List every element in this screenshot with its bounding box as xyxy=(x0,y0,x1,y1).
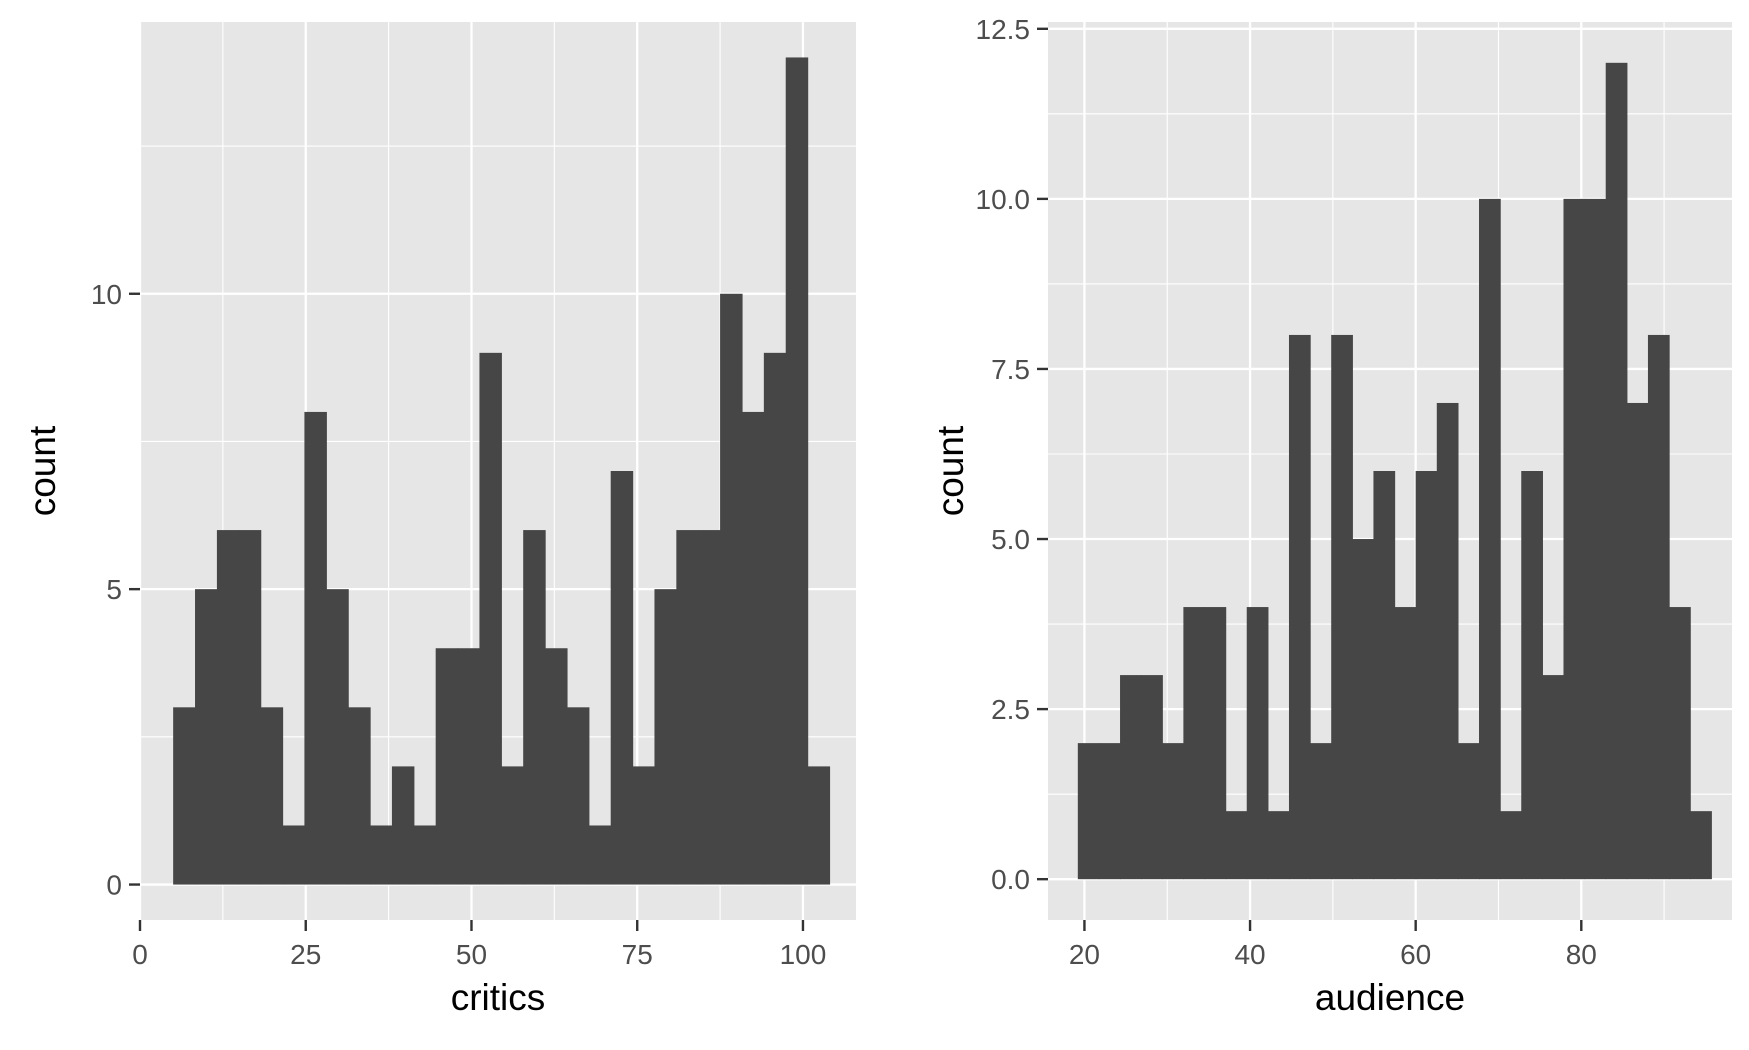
audience-bar xyxy=(1479,198,1501,880)
audience-bar xyxy=(1162,743,1184,880)
critics-bar xyxy=(523,530,546,885)
critics-y-tick-label: 5 xyxy=(106,574,122,605)
critics-bar xyxy=(785,57,809,885)
critics-bar xyxy=(698,530,721,885)
audience-bar xyxy=(1626,402,1649,880)
critics-x-tick-label: 100 xyxy=(780,939,827,970)
audience-x-tick-label: 40 xyxy=(1234,939,1265,970)
critics-bar xyxy=(216,530,240,885)
critics-bar xyxy=(610,471,634,885)
audience-bar xyxy=(1457,743,1480,880)
critics-bar xyxy=(282,825,306,885)
audience-bar xyxy=(1605,62,1628,880)
critics-bar xyxy=(566,707,590,885)
critics-x-tick-label: 0 xyxy=(132,939,148,970)
critics-bar xyxy=(807,766,831,885)
audience-y-tick-label: 10.0 xyxy=(976,184,1031,215)
audience-bar xyxy=(1141,675,1163,880)
critics-bar xyxy=(632,766,656,885)
audience-bar xyxy=(1394,607,1417,880)
critics-bar xyxy=(479,352,502,885)
critics-bar xyxy=(501,766,524,885)
critics-bar xyxy=(588,825,612,885)
audience-bar xyxy=(1204,607,1227,880)
critics-bar xyxy=(195,589,218,885)
critics-bar xyxy=(238,530,262,885)
critics-bar xyxy=(457,648,481,885)
audience-bar xyxy=(1077,743,1100,880)
audience-y-tick-label: 12.5 xyxy=(976,14,1031,45)
audience-bar xyxy=(1584,198,1607,880)
critics-bar xyxy=(370,825,393,885)
critics-bar xyxy=(720,293,743,885)
audience-bar xyxy=(1120,675,1142,880)
critics-bar xyxy=(326,589,349,885)
audience-histogram-panel: 0.0 2.5 5.0 7.5 10.0 12.5 20 40 60 80 audience coun… xyxy=(930,14,1732,1018)
critics-y-axis-title: count xyxy=(22,425,63,516)
critics-bar xyxy=(304,411,327,885)
audience-x-tick-label: 60 xyxy=(1400,939,1431,970)
critics-x-tick-label: 50 xyxy=(456,939,487,970)
critics-bar xyxy=(763,352,787,885)
audience-bar xyxy=(1331,334,1353,880)
critics-bar xyxy=(260,707,284,885)
audience-bar xyxy=(1183,607,1206,880)
audience-bar xyxy=(1267,811,1290,880)
critics-bar xyxy=(654,589,677,885)
audience-x-axis-title: audience xyxy=(1315,977,1465,1018)
audience-bar xyxy=(1225,811,1248,880)
audience-y-tick-label: 5.0 xyxy=(991,524,1030,555)
critics-y-tick-label: 10 xyxy=(91,279,122,310)
audience-bar xyxy=(1288,334,1311,880)
audience-bar xyxy=(1373,471,1396,880)
audience-bar xyxy=(1310,743,1332,880)
critics-bar xyxy=(545,648,568,885)
audience-y-axis-title: count xyxy=(930,425,971,516)
audience-bar xyxy=(1647,334,1670,880)
audience-y-tick-label: 2.5 xyxy=(991,694,1030,725)
audience-bar xyxy=(1563,198,1586,880)
audience-bar xyxy=(1436,402,1459,880)
audience-bar xyxy=(1352,539,1375,880)
audience-bar xyxy=(1246,607,1269,880)
audience-bar xyxy=(1669,607,1691,880)
critics-x-tick-label: 75 xyxy=(622,939,653,970)
critics-bar xyxy=(676,530,699,885)
audience-bar xyxy=(1542,675,1565,880)
audience-bar xyxy=(1521,471,1543,880)
critics-bar xyxy=(391,766,415,885)
critics-x-axis-title: critics xyxy=(451,977,546,1018)
audience-x-tick-label: 20 xyxy=(1069,939,1100,970)
audience-bar xyxy=(1690,811,1712,880)
audience-bar xyxy=(1500,811,1522,880)
audience-y-tick-label: 0.0 xyxy=(991,864,1030,895)
critics-y-tick-label: 0 xyxy=(106,870,122,901)
audience-x-tick-label: 80 xyxy=(1566,939,1597,970)
critics-bar xyxy=(741,411,765,885)
critics-bar xyxy=(173,707,196,885)
audience-bar xyxy=(1415,471,1438,880)
critics-bar xyxy=(413,825,437,885)
critics-bar xyxy=(435,648,459,885)
audience-bar xyxy=(1098,743,1121,880)
critics-x-tick-label: 25 xyxy=(290,939,321,970)
audience-y-tick-label: 7.5 xyxy=(991,354,1030,385)
critics-bar xyxy=(348,707,371,885)
